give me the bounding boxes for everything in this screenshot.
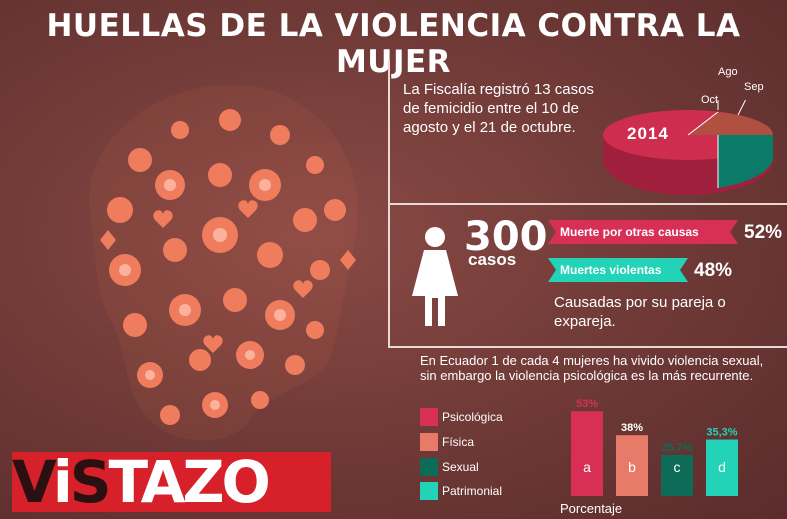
pie-label-sep: Sep xyxy=(744,81,764,93)
divider-middle xyxy=(388,346,787,348)
vistazo-logo-text: ViSTAZO xyxy=(12,452,271,512)
bar-c xyxy=(661,454,693,496)
legend-label-fisica: Física xyxy=(442,435,475,449)
deaths-unit: casos xyxy=(468,250,517,269)
bar-value-label: 35,3% xyxy=(706,427,737,439)
ecuador-text: En Ecuador 1 de cada 4 mujeres ha vivido… xyxy=(420,353,764,383)
legend-label-psicologica: Psicológica xyxy=(442,410,503,424)
violent-deaths-percent: 48% xyxy=(694,260,733,281)
ribbon-other-shape xyxy=(548,220,738,244)
legend-label-sexual: Sexual xyxy=(442,460,479,474)
violence-type-bar-chart: a 53% b 38% c 25,7% d 35,3% Porcentaje xyxy=(560,398,738,516)
x-axis-label: Porcentaje xyxy=(560,501,622,516)
vistazo-logo: ViSTAZO xyxy=(12,452,331,512)
pie-label-oct: Oct xyxy=(701,94,719,106)
ribbon-other-causes: Muerte por otras causas xyxy=(560,225,699,239)
bar-value-label: 53% xyxy=(576,398,598,410)
bar-category-label: a xyxy=(583,459,591,475)
bar-a xyxy=(571,411,603,496)
legend-swatch-sexual xyxy=(420,458,438,476)
bar-category-label: d xyxy=(718,459,726,475)
divider-top xyxy=(388,203,787,205)
femicide-text: La Fiscalía registró 13 casos de femicid… xyxy=(403,81,594,136)
pie-label-year: 2014 xyxy=(627,124,669,143)
legend-swatch-psicologica xyxy=(420,408,438,426)
woman-icon xyxy=(412,227,458,326)
bar-value-label: 25,7% xyxy=(661,442,692,454)
page-title: HUELLAS DE LA VIOLENCIA CONTRA LA MUJER xyxy=(46,8,741,80)
bar-value-label: 38% xyxy=(621,422,643,434)
deaths-count: 300 xyxy=(464,214,548,260)
legend-swatch-patrimonial xyxy=(420,482,438,500)
other-causes-percent: 52% xyxy=(744,222,783,243)
ribbon-violent-shape xyxy=(548,258,688,282)
bar-b xyxy=(616,435,648,496)
legend-label-patrimonial: Patrimonial xyxy=(442,484,503,498)
flower-head-illustration xyxy=(89,84,358,441)
pie-label-ago: Ago xyxy=(718,66,738,78)
bar-d xyxy=(706,439,738,496)
bar-category-label: b xyxy=(628,459,636,475)
femicide-pie-chart xyxy=(603,100,773,195)
ribbon-violent-deaths: Muertes violentas xyxy=(560,263,662,277)
legend-swatch-fisica xyxy=(420,433,438,451)
bar-category-label: c xyxy=(674,459,681,475)
partner-note: Causadas por su pareja o expareja. xyxy=(554,294,726,330)
